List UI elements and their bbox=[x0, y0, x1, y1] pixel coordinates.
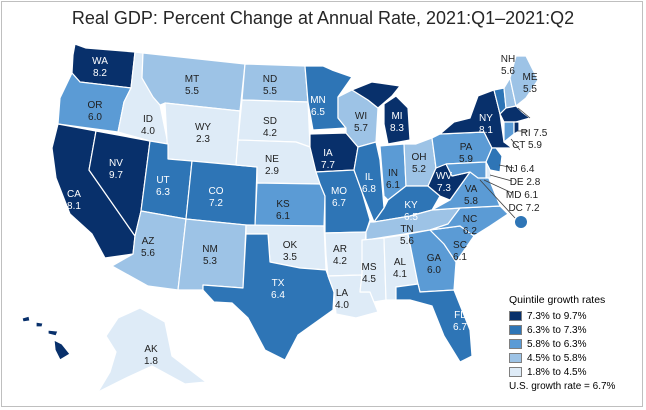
state-label-IA: IA 7.7 bbox=[321, 148, 335, 171]
state-label-AK: AK 1.8 bbox=[144, 344, 158, 367]
state-label-WI: WI 5.7 bbox=[354, 111, 368, 134]
legend-swatch bbox=[509, 367, 522, 377]
legend-item: 4.5% to 5.8% bbox=[509, 351, 641, 365]
state-label-RI: RI 7.5 bbox=[521, 128, 548, 139]
map-title: Real GDP: Percent Change at Annual Rate,… bbox=[71, 8, 575, 28]
state-label-IN: IN 6.1 bbox=[386, 168, 400, 191]
state-DC bbox=[515, 216, 527, 228]
state-AK bbox=[97, 307, 207, 393]
state-label-AR: AR 4.2 bbox=[333, 244, 347, 267]
state-label-IL: IL 6.8 bbox=[362, 172, 376, 195]
legend-item: 6.3% to 7.3% bbox=[509, 323, 641, 337]
state-label-NM: NM 5.3 bbox=[202, 244, 218, 267]
state-label-DC: DC 7.2 bbox=[508, 203, 540, 214]
state-MI bbox=[351, 81, 411, 145]
state-label-KS: KS 6.1 bbox=[276, 199, 290, 222]
state-label-NJ: NJ 6.4 bbox=[506, 164, 535, 175]
state-label-MI: MI 8.3 bbox=[390, 111, 404, 134]
state-label-CT: CT 5.9 bbox=[512, 140, 542, 151]
state-label-AZ: AZ 5.6 bbox=[141, 236, 155, 259]
state-label-OH: OH 5.2 bbox=[412, 152, 427, 175]
state-FL bbox=[395, 283, 473, 363]
state-label-UT: UT 6.3 bbox=[156, 175, 170, 198]
state-label-SD: SD 4.2 bbox=[263, 116, 277, 139]
legend-swatch bbox=[509, 339, 522, 349]
state-HI bbox=[21, 315, 71, 361]
state-label-LA: LA 4.0 bbox=[335, 288, 349, 311]
state-label-MO: MO 6.7 bbox=[331, 186, 347, 209]
state-label-PA: PA 5.9 bbox=[459, 142, 473, 165]
legend-title: Quintile growth rates bbox=[509, 294, 606, 306]
legend-swatch bbox=[509, 325, 522, 335]
legend-swatch bbox=[509, 311, 522, 321]
state-TX bbox=[202, 233, 335, 361]
state-label-MN: MN 6.5 bbox=[310, 95, 326, 118]
state-label-AL: AL 4.1 bbox=[393, 257, 407, 280]
legend-label: 7.3% to 9.7% bbox=[527, 310, 587, 322]
us-growth-note: U.S. growth rate = 6.7% bbox=[509, 381, 616, 392]
state-label-GA: GA 6.0 bbox=[427, 253, 442, 276]
state-label-NC: NC 6.2 bbox=[463, 214, 478, 237]
state-label-ME: ME 5.5 bbox=[523, 72, 538, 95]
state-label-OK: OK 3.5 bbox=[283, 240, 298, 263]
state-label-SC: SC 6.1 bbox=[453, 240, 467, 263]
legend-label: 1.8% to 4.5% bbox=[527, 366, 587, 378]
state-label-VA: VA 5.8 bbox=[464, 184, 478, 207]
state-label-NE: NE 2.9 bbox=[265, 154, 279, 177]
legend: Quintile growth rates 7.3% to 9.7% 6.3% … bbox=[509, 294, 641, 392]
state-label-ND: ND 5.5 bbox=[263, 74, 278, 97]
state-label-OR: OR 6.0 bbox=[88, 100, 103, 123]
state-label-TX: TX 6.4 bbox=[271, 278, 285, 301]
state-label-MS: MS 4.5 bbox=[362, 262, 377, 285]
state-label-NY: NY 8.1 bbox=[479, 113, 493, 136]
state-label-WA: WA 8.2 bbox=[92, 56, 108, 79]
state-label-CO: CO 7.2 bbox=[209, 186, 224, 209]
legend-label: 4.5% to 5.8% bbox=[527, 352, 587, 364]
state-label-NH: NH 5.6 bbox=[501, 54, 516, 77]
state-label-MT: MT 5.5 bbox=[185, 74, 200, 97]
state-label-WY: WY 2.3 bbox=[195, 122, 211, 145]
legend-swatch bbox=[509, 353, 522, 363]
state-label-ID: ID 4.0 bbox=[141, 114, 155, 137]
state-CT bbox=[503, 121, 515, 143]
state-label-MD: MD 6.1 bbox=[506, 190, 539, 201]
legend-label: 5.8% to 6.3% bbox=[527, 338, 587, 350]
state-label-DE: DE 2.8 bbox=[510, 177, 541, 188]
state-label-KY: KY 6.5 bbox=[404, 200, 418, 223]
state-RI bbox=[513, 121, 520, 135]
dc-leader bbox=[479, 179, 516, 219]
state-label-HI: HI 8.9 bbox=[35, 350, 49, 373]
legend-label: 6.3% to 7.3% bbox=[527, 324, 587, 336]
leader-lines bbox=[483, 107, 531, 194]
legend-item: 5.8% to 6.3% bbox=[509, 337, 641, 351]
state-NY bbox=[439, 89, 513, 149]
state-label-MA: MA 8.0 bbox=[530, 101, 545, 124]
state-MD bbox=[445, 161, 487, 179]
state-label-FL: FL 6.7 bbox=[453, 310, 467, 333]
state-label-WV: WV 7.3 bbox=[436, 171, 452, 194]
state-label-NV: NV 9.7 bbox=[109, 158, 123, 181]
state-KS bbox=[254, 182, 326, 227]
legend-item: 7.3% to 9.7% bbox=[509, 309, 641, 323]
state-label-CA: CA 8.1 bbox=[67, 189, 81, 212]
state-label-VT: VT 6.5 bbox=[472, 72, 486, 95]
legend-item: 1.8% to 4.5% bbox=[509, 365, 641, 379]
state-label-TN: TN 5.6 bbox=[400, 224, 414, 247]
